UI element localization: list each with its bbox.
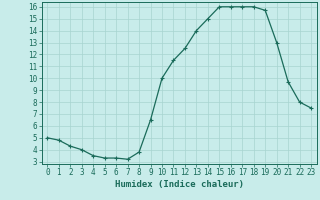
X-axis label: Humidex (Indice chaleur): Humidex (Indice chaleur) <box>115 180 244 189</box>
